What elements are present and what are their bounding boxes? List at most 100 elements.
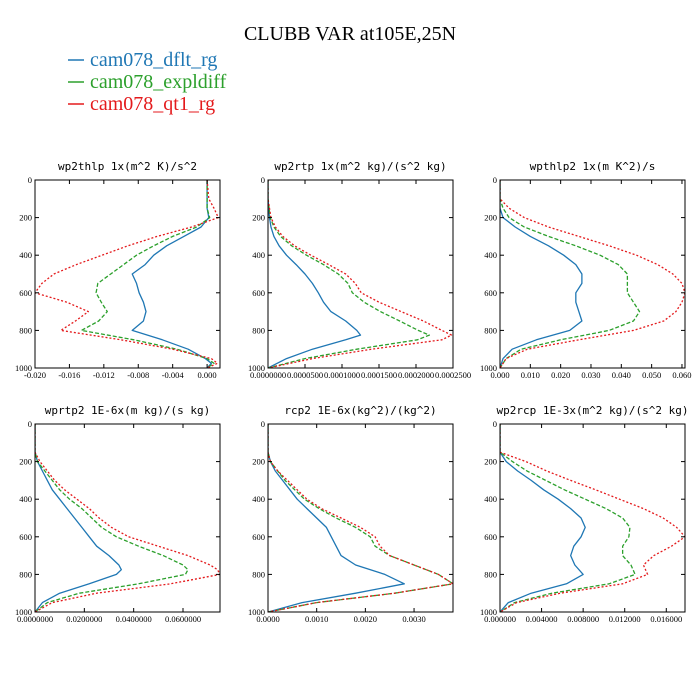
- y-tick-label: 800: [19, 569, 32, 579]
- panel: wp2rtp 1x(m^2 kg)/(s^2 kg) 0 200 400 600 800 1…: [248, 160, 471, 380]
- y-tick-label: 0: [28, 175, 32, 185]
- y-tick-label: 400: [252, 250, 265, 260]
- series-line: [35, 424, 122, 612]
- legend-entry: cam078_expldiff: [90, 71, 227, 93]
- series-line: [268, 424, 453, 612]
- series-line: [500, 180, 641, 368]
- series-line: [500, 180, 583, 368]
- legend-entry: cam078_qt1_rg: [90, 93, 215, 115]
- y-tick-label: 200: [484, 457, 497, 467]
- panel-title: wp2rcp 1E-3x(m^2 kg)/(s^2 kg): [496, 404, 688, 417]
- legend: cam078_dflt_rgcam078_expldiffcam078_qt1_…: [68, 49, 227, 115]
- x-tick-label: 0.016000: [650, 614, 682, 624]
- x-tick-label: 0.0000000: [17, 614, 53, 624]
- y-tick-label: 1000: [480, 607, 497, 617]
- series-line: [80, 180, 215, 368]
- x-tick-label: 0.040: [612, 370, 631, 380]
- y-tick-label: 1000: [15, 607, 32, 617]
- panel: wp2thlp 1x(m^2 K)/s^202004006008001000-0…: [15, 160, 221, 380]
- x-tick-label: 0.000: [198, 370, 217, 380]
- x-tick-label: 0.060: [672, 370, 691, 380]
- y-tick-label: 600: [484, 288, 497, 298]
- series-line: [268, 424, 453, 612]
- x-tick-label: 0.000: [490, 370, 509, 380]
- y-tick-label: 0: [261, 175, 265, 185]
- plot-frame: [499, 423, 686, 613]
- y-tick-label: 400: [484, 250, 497, 260]
- x-tick-label: 0.030: [581, 370, 600, 380]
- y-tick-label: 0: [28, 419, 32, 429]
- x-tick-label: 0.020: [551, 370, 570, 380]
- x-tick-label: 0.0400000: [116, 614, 152, 624]
- x-tick-label: 0.0200000: [66, 614, 102, 624]
- y-tick-label: 400: [252, 494, 265, 504]
- y-tick-label: 600: [19, 288, 32, 298]
- x-tick-label: -0.012: [93, 370, 115, 380]
- y-tick-label: 800: [484, 325, 497, 335]
- x-tick-label: 0.0000500: [287, 370, 323, 380]
- y-tick-label: 400: [19, 494, 32, 504]
- y-tick-label: 800: [252, 569, 265, 579]
- x-tick-label: 0.0001500: [361, 370, 397, 380]
- x-tick-label: 0.0002500: [435, 370, 471, 380]
- plot-frame: [34, 179, 221, 369]
- y-tick-label: 1000: [15, 363, 32, 373]
- y-tick-label: 800: [252, 325, 265, 335]
- plot-frame: [499, 179, 686, 369]
- y-tick-label: 0: [261, 419, 265, 429]
- y-tick-label: 200: [19, 457, 32, 467]
- x-tick-label: 0.008000: [567, 614, 599, 624]
- x-tick-label: -0.020: [24, 370, 46, 380]
- series-line: [268, 180, 362, 368]
- panels: wp2thlp 1x(m^2 K)/s^202004006008001000-0…: [15, 160, 692, 624]
- panel: wprtp2 1E-6x(m kg)/(s kg) 0 200 400 600 800 10…: [15, 404, 221, 624]
- panel: rcp2 1E-6x(kg^2)/(kg^2) 0 200 400 600 800 1000…: [248, 404, 454, 624]
- series-line: [35, 424, 189, 612]
- y-tick-label: 400: [19, 250, 32, 260]
- plot-frame: [267, 423, 454, 613]
- figure-title: CLUBB VAR at105E,25N: [244, 23, 456, 45]
- panel-title: wpthlp2 1x(m K^2)/s: [530, 160, 656, 173]
- y-tick-label: 600: [19, 532, 32, 542]
- series-line: [500, 424, 636, 612]
- series-line: [500, 424, 685, 612]
- y-tick-label: 200: [19, 213, 32, 223]
- series-line: [500, 424, 586, 612]
- x-tick-label: 0.0010: [305, 614, 328, 624]
- panel-title: wp2rtp 1x(m^2 kg)/(s^2 kg): [274, 160, 446, 173]
- y-tick-label: 400: [484, 494, 497, 504]
- y-tick-label: 0: [493, 419, 497, 429]
- series-line: [268, 180, 430, 368]
- x-tick-label: 0.0600000: [165, 614, 201, 624]
- x-tick-label: 0.010: [521, 370, 540, 380]
- y-tick-label: 800: [19, 325, 32, 335]
- y-tick-label: 600: [252, 288, 265, 298]
- y-tick-label: 200: [252, 213, 265, 223]
- y-tick-label: 600: [252, 532, 265, 542]
- panel-title: rcp2 1E-6x(kg^2)/(kg^2): [284, 404, 436, 417]
- x-tick-label: 0.0001000: [324, 370, 360, 380]
- x-tick-label: 0.000000: [484, 614, 516, 624]
- series-line: [268, 180, 453, 368]
- x-tick-label: -0.008: [127, 370, 149, 380]
- x-tick-label: 0.012000: [609, 614, 641, 624]
- y-tick-label: 0: [493, 175, 497, 185]
- x-tick-label: 0.050: [642, 370, 661, 380]
- x-tick-label: 0.0002000: [398, 370, 434, 380]
- y-tick-label: 200: [252, 457, 265, 467]
- x-tick-label: -0.016: [58, 370, 80, 380]
- panel: wp2rcp 1E-3x(m^2 kg)/(s^2 kg) 0 200 400 600 8…: [480, 404, 689, 624]
- x-tick-label: 0.0000000: [250, 370, 286, 380]
- x-tick-label: 0.004000: [526, 614, 558, 624]
- series-line: [268, 424, 405, 612]
- series-line: [35, 180, 219, 368]
- series-line: [35, 424, 220, 612]
- panel-title: wp2thlp 1x(m^2 K)/s^2: [58, 160, 197, 173]
- panel: wpthlp2 1x(m K^2)/s 0 200 400 600 800 10000.00…: [480, 160, 692, 380]
- legend-entry: cam078_dflt_rg: [90, 49, 217, 71]
- x-tick-label: -0.004: [162, 370, 185, 380]
- x-tick-label: 0.0030: [402, 614, 425, 624]
- panel-title: wprtp2 1E-6x(m kg)/(s kg): [45, 404, 211, 417]
- series-line: [131, 180, 213, 368]
